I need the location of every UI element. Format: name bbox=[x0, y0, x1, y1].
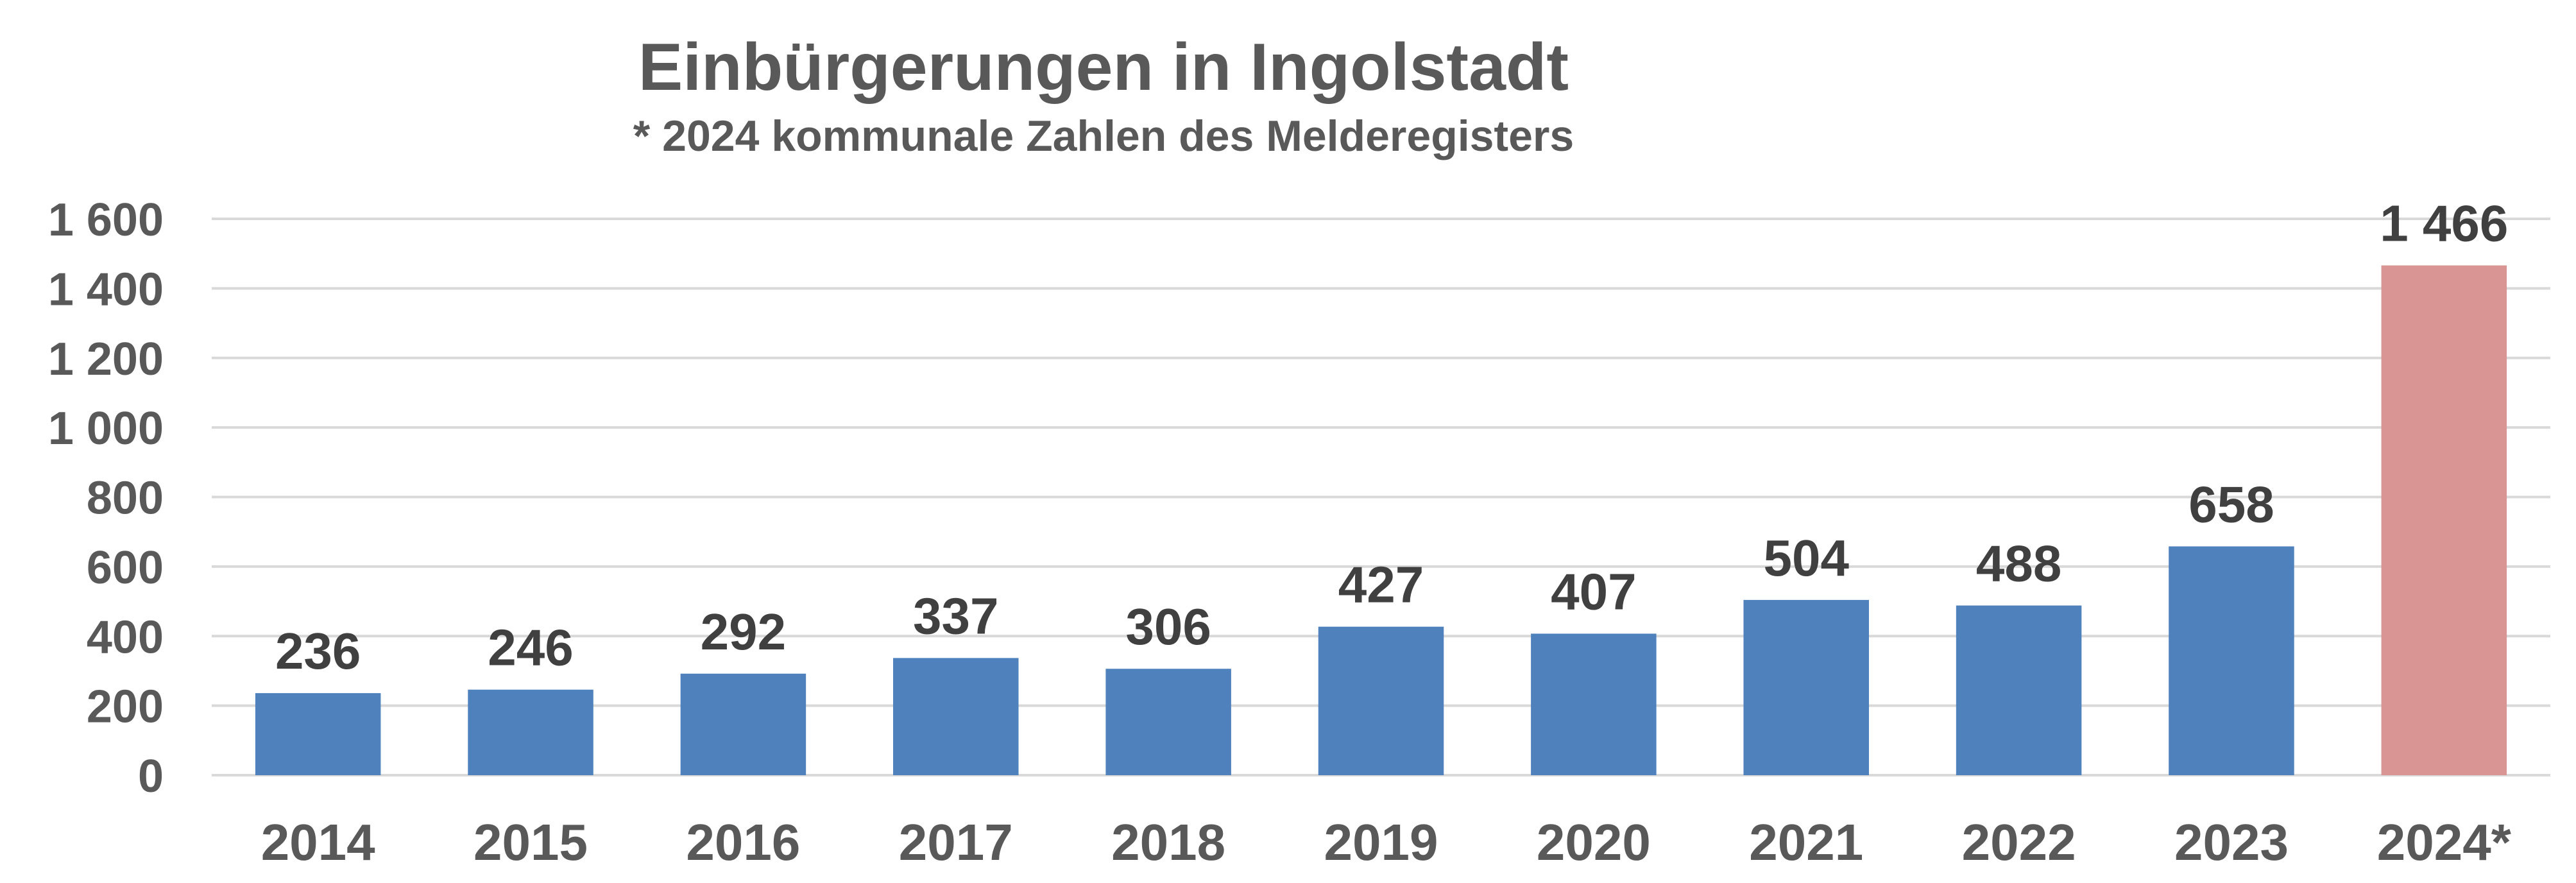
bar-2024 bbox=[2381, 265, 2507, 776]
y-tick-label: 600 bbox=[87, 542, 164, 594]
bar-2018 bbox=[1105, 669, 1231, 775]
bar-2022 bbox=[1956, 605, 2082, 775]
x-tick-label: 2024* bbox=[2377, 814, 2512, 871]
data-label: 246 bbox=[488, 619, 573, 676]
x-tick-label: 2021 bbox=[1749, 814, 1863, 871]
bars bbox=[255, 265, 2507, 776]
bar-2019 bbox=[1318, 626, 1444, 775]
x-tick-label: 2015 bbox=[473, 814, 588, 871]
x-tick-label: 2022 bbox=[1962, 814, 2076, 871]
bar-2023 bbox=[2169, 546, 2294, 775]
chart-title: Einbürgerungen in Ingolstadt bbox=[638, 30, 1569, 105]
x-tick-label: 2018 bbox=[1111, 814, 1225, 871]
x-tick-label: 2017 bbox=[899, 814, 1013, 871]
x-axis-ticks: 2014 2015 2016 2017 2018 2019 2020 2021 2022 2023… bbox=[261, 814, 2512, 871]
y-tick-label: 200 bbox=[87, 682, 164, 733]
data-label: 306 bbox=[1125, 598, 1211, 655]
data-label: 658 bbox=[2188, 476, 2274, 533]
data-labels: 236 246 292 337 306 427 407 504 488 658 1 466 bbox=[275, 195, 2508, 680]
y-tick-label: 0 bbox=[138, 751, 164, 802]
data-label: 488 bbox=[1976, 535, 2061, 592]
data-label: 504 bbox=[1763, 529, 1849, 587]
y-tick-label: 1 600 bbox=[48, 194, 164, 246]
x-tick-label: 2023 bbox=[2174, 814, 2289, 871]
bar-2016 bbox=[680, 673, 806, 775]
y-tick-label: 1 000 bbox=[48, 403, 164, 454]
y-tick-label: 400 bbox=[87, 612, 164, 663]
chart-subtitle: * 2024 kommunale Zahlen des Melderegiste… bbox=[633, 112, 1574, 160]
data-label: 1 466 bbox=[2380, 195, 2508, 252]
data-label: 337 bbox=[913, 587, 998, 644]
y-tick-label: 1 200 bbox=[48, 334, 164, 385]
bar-2021 bbox=[1743, 599, 1869, 775]
x-tick-label: 2019 bbox=[1324, 814, 1438, 871]
bar-2017 bbox=[893, 658, 1019, 775]
x-tick-label: 2016 bbox=[686, 814, 800, 871]
data-label: 236 bbox=[275, 622, 361, 680]
x-tick-label: 2014 bbox=[261, 814, 375, 871]
data-label: 292 bbox=[701, 603, 786, 660]
data-label: 407 bbox=[1551, 563, 1636, 620]
bar-2015 bbox=[468, 689, 593, 775]
bar-2020 bbox=[1531, 633, 1657, 775]
y-tick-label: 800 bbox=[87, 473, 164, 524]
y-tick-label: 1 400 bbox=[48, 264, 164, 315]
gridlines bbox=[212, 218, 2550, 776]
y-axis-ticks: 0 200 400 600 800 1 000 1 200 1 400 1 600 bbox=[48, 194, 164, 802]
data-label: 427 bbox=[1338, 556, 1424, 613]
bar-2014 bbox=[255, 693, 381, 775]
x-tick-label: 2020 bbox=[1537, 814, 1651, 871]
